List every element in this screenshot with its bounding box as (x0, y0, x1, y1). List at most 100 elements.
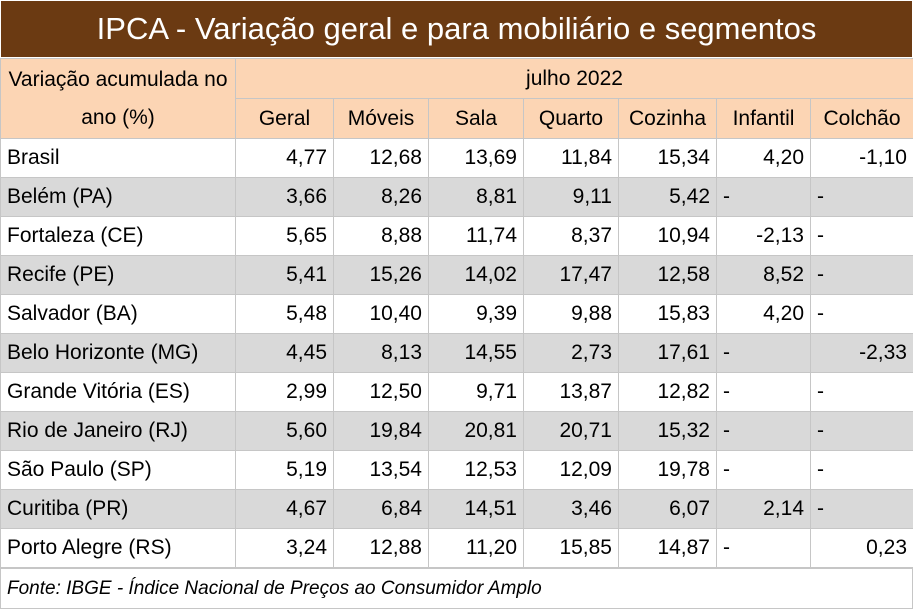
cell: 19,78 (618, 450, 717, 490)
row-label: Belo Horizonte (MG) (0, 333, 236, 373)
cell: 12,68 (333, 138, 429, 178)
cell: - (716, 333, 811, 373)
row-label-header: Variação acumulada no ano (%) (0, 58, 236, 139)
cell: 14,55 (428, 333, 524, 373)
cell: - (810, 372, 913, 412)
cell: 5,19 (235, 450, 334, 490)
row-label: Porto Alegre (RS) (0, 528, 236, 568)
cell: 9,71 (428, 372, 524, 412)
table-row: Porto Alegre (RS) 3,24 12,88 11,20 15,85 14,8… (0, 528, 913, 568)
cell: 4,45 (235, 333, 334, 373)
cell: 14,51 (428, 489, 524, 529)
cell: 14,02 (428, 255, 524, 295)
cell: - (716, 411, 811, 451)
cell: 12,58 (618, 255, 717, 295)
cell: 2,73 (523, 333, 619, 373)
cell: 10,94 (618, 216, 717, 256)
cell: 9,88 (523, 294, 619, 334)
title: IPCA - Variação geral e para mobiliário … (0, 0, 913, 58)
cell: 4,67 (235, 489, 334, 529)
table-body: Brasil 4,77 12,68 13,69 11,84 15,34 4,20 -1,10 B… (0, 138, 913, 568)
cell: - (810, 294, 913, 334)
cell: 8,37 (523, 216, 619, 256)
cell: 12,88 (333, 528, 429, 568)
column-header: Quarto (523, 98, 619, 139)
column-header: Infantil (716, 98, 811, 139)
cell: 3,66 (235, 177, 334, 217)
cell: 10,40 (333, 294, 429, 334)
table-row: Recife (PE) 5,41 15,26 14,02 17,47 12,58 8,52- (0, 255, 913, 295)
table-row: Rio de Janeiro (RJ) 5,60 19,84 20,81 20,71 15… (0, 411, 913, 451)
cell: 8,81 (428, 177, 524, 217)
cell: 5,60 (235, 411, 334, 451)
cell: 4,20 (716, 138, 811, 178)
cell: -1,10 (810, 138, 913, 178)
row-label: Grande Vitória (ES) (0, 372, 236, 412)
table-row: Salvador (BA) 5,48 10,40 9,39 9,88 15,83 4,20- (0, 294, 913, 334)
cell: 6,07 (618, 489, 717, 529)
table-row: Curitiba (PR) 4,67 6,84 14,51 3,46 6,07 2,14- (0, 489, 913, 529)
cell: 5,41 (235, 255, 334, 295)
cell: 5,48 (235, 294, 334, 334)
row-label: Rio de Janeiro (RJ) (0, 411, 236, 451)
cell: -2,13 (716, 216, 811, 256)
cell: - (716, 177, 811, 217)
row-label: Fortaleza (CE) (0, 216, 236, 256)
cell: 11,84 (523, 138, 619, 178)
cell: 3,24 (235, 528, 334, 568)
cell: - (810, 216, 913, 256)
cell: 14,87 (618, 528, 717, 568)
row-label: Curitiba (PR) (0, 489, 236, 529)
cell: 3,46 (523, 489, 619, 529)
cell: 13,87 (523, 372, 619, 412)
cell: 12,50 (333, 372, 429, 412)
cell: 4,20 (716, 294, 811, 334)
cell: 6,84 (333, 489, 429, 529)
cell: 8,26 (333, 177, 429, 217)
cell: 15,85 (523, 528, 619, 568)
cell: 0,23 (810, 528, 913, 568)
row-label: Brasil (0, 138, 236, 178)
table-row: Brasil 4,77 12,68 13,69 11,84 15,34 4,20 -1,10 (0, 138, 913, 178)
table-row: Belo Horizonte (MG) 4,45 8,13 14,55 2,73 17,6… (0, 333, 913, 373)
period-header: julho 2022 (235, 58, 913, 99)
cell: 13,54 (333, 450, 429, 490)
source: Fonte: IBGE - Índice Nacional de Preços … (0, 568, 913, 609)
cell: 12,53 (428, 450, 524, 490)
cell: - (810, 177, 913, 217)
column-header: Colchão (810, 98, 913, 139)
cell: 8,52 (716, 255, 811, 295)
row-label: Belém (PA) (0, 177, 236, 217)
cell: - (810, 255, 913, 295)
row-label: Recife (PE) (0, 255, 236, 295)
cell: 5,42 (618, 177, 717, 217)
table-row: Belém (PA) 3,66 8,26 8,81 9,11 5,42- - (0, 177, 913, 217)
cell: - (810, 489, 913, 529)
cell: - (716, 450, 811, 490)
table: Variação acumulada no ano (%) julho 2022 … (0, 58, 913, 568)
cell: 15,83 (618, 294, 717, 334)
cell: 5,65 (235, 216, 334, 256)
table-header: Variação acumulada no ano (%) julho 2022 … (0, 58, 913, 139)
column-header: Geral (235, 98, 334, 139)
column-header: Cozinha (618, 98, 717, 139)
cell: 2,14 (716, 489, 811, 529)
cell: 8,13 (333, 333, 429, 373)
cell: 2,99 (235, 372, 334, 412)
cell: - (716, 528, 811, 568)
cell: 20,71 (523, 411, 619, 451)
cell: 17,61 (618, 333, 717, 373)
cell: -2,33 (810, 333, 913, 373)
cell: 12,82 (618, 372, 717, 412)
cell: 15,26 (333, 255, 429, 295)
cell: - (716, 372, 811, 412)
row-label: Salvador (BA) (0, 294, 236, 334)
cell: 15,34 (618, 138, 717, 178)
cell: - (810, 411, 913, 451)
cell: 11,74 (428, 216, 524, 256)
cell: - (810, 450, 913, 490)
cell: 11,20 (428, 528, 524, 568)
cell: 19,84 (333, 411, 429, 451)
cell: 13,69 (428, 138, 524, 178)
